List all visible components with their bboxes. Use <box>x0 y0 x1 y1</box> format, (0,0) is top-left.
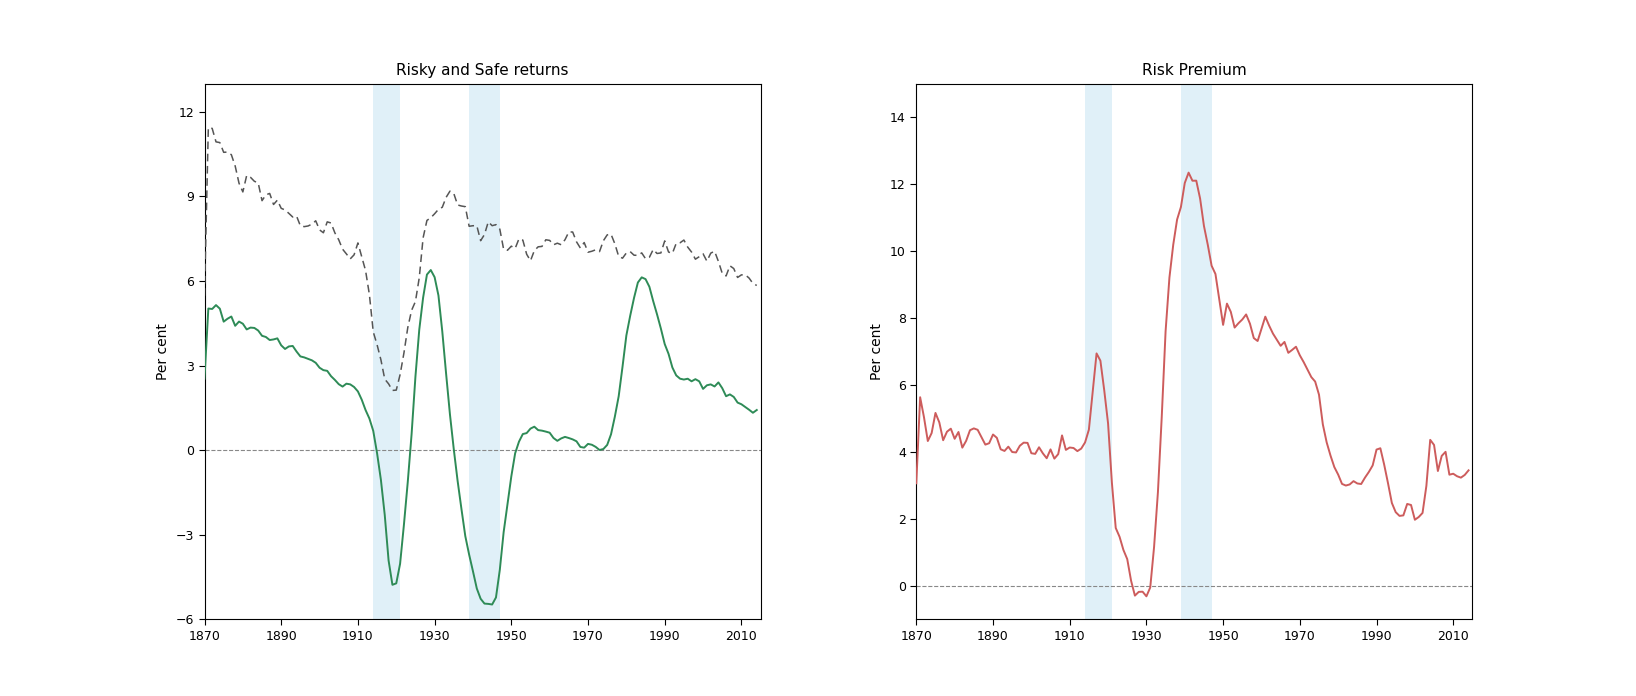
Bar <box>1085 84 1112 619</box>
Y-axis label: Per cent: Per cent <box>870 323 885 380</box>
Title: Risk Premium: Risk Premium <box>1142 63 1247 78</box>
Bar <box>1181 84 1212 619</box>
Y-axis label: Per cent: Per cent <box>155 323 170 380</box>
Bar <box>470 84 501 619</box>
Title: Risky and Safe returns: Risky and Safe returns <box>396 63 569 78</box>
Bar <box>373 84 401 619</box>
